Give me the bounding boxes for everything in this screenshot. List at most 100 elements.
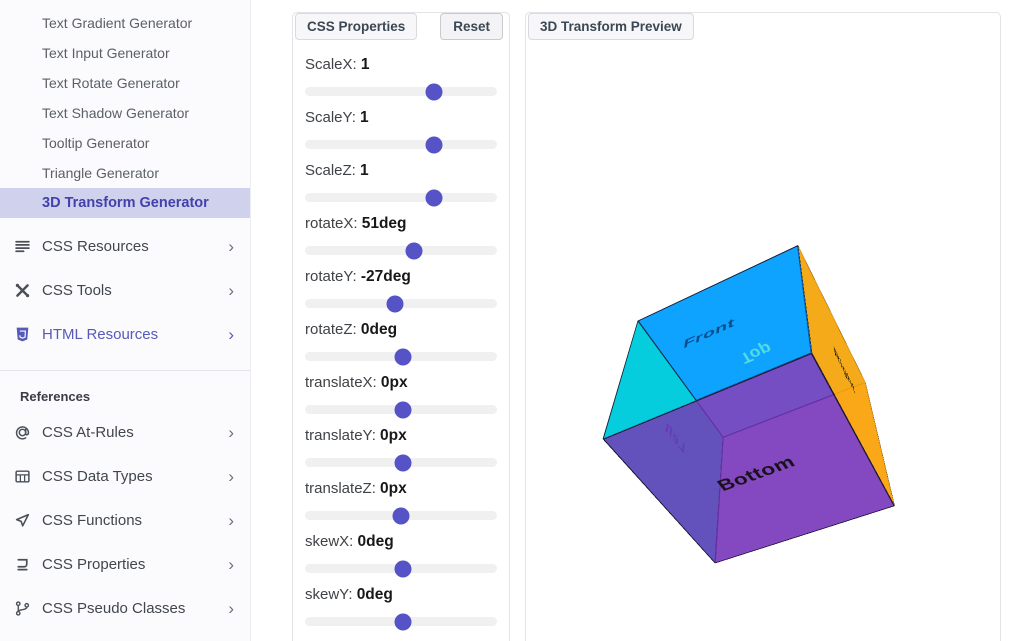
chevron-right-icon: › (228, 554, 234, 574)
slider-rotatey: rotateY: -27deg (305, 267, 497, 312)
sidebar-item-label: CSS Properties (42, 555, 146, 573)
slider-thumb-rotatey[interactable] (386, 295, 404, 312)
sidebar-item-triangle-generator[interactable]: Triangle Generator (42, 165, 159, 181)
slider-thumb-translatez[interactable] (392, 507, 410, 524)
slider-label: skewX: 0deg (305, 533, 394, 550)
sidebar-item-label: CSS Tools (42, 281, 112, 299)
sidebar-item-html-resources[interactable]: HTML Resources › (0, 312, 250, 356)
chevron-right-icon: › (228, 466, 234, 486)
slider-thumb-translatex[interactable] (394, 401, 412, 418)
sidebar-item-css-data-types[interactable]: CSS Data Types › (0, 454, 250, 498)
chevron-right-icon: › (228, 280, 234, 300)
cube-face-label: Top (737, 339, 776, 367)
slider-track-rotatex[interactable] (305, 242, 497, 259)
slider-track-skewx[interactable] (305, 560, 497, 577)
sidebar-item-css-pseudo-classes[interactable]: CSS Pseudo Classes › (0, 586, 250, 630)
slider-value: -27deg (360, 268, 411, 285)
css-properties-title: CSS Properties (295, 13, 418, 40)
slider-thumb-translatey[interactable] (394, 454, 412, 471)
sidebar-item-css-at-rules[interactable]: CSS At-Rules › (0, 410, 250, 454)
lines-icon (14, 238, 40, 255)
cube-face-label: Bottom (713, 451, 799, 495)
slider-value: 0px (380, 427, 407, 444)
sidebar-item-css-resources[interactable]: CSS Resources › (0, 224, 250, 268)
sidebar-references: CSS At-Rules › CSS Data Types › CSS Function… (0, 410, 250, 630)
slider-thumb-scaley[interactable] (425, 136, 443, 153)
slider-label: ScaleZ: 1 (305, 162, 369, 179)
function-icon (14, 512, 40, 529)
sidebar-item-tooltip-generator[interactable]: Tooltip Generator (42, 135, 150, 151)
slider-label: rotateZ: 0deg (305, 321, 398, 338)
chevron-right-icon: › (228, 598, 234, 618)
reset-button[interactable]: Reset (440, 13, 503, 40)
slider-rotatex: rotateX: 51deg (305, 214, 497, 259)
slider-thumb-skewx[interactable] (394, 560, 412, 577)
slider-thumb-rotatez[interactable] (394, 348, 412, 365)
slider-label: translateY: 0px (305, 427, 407, 444)
sidebar-item-text-gradient-generator[interactable]: Text Gradient Generator (42, 15, 193, 31)
chevron-right-icon: › (228, 510, 234, 530)
tools-icon (14, 282, 40, 299)
slider-skewx: skewX: 0deg (305, 532, 497, 577)
slider-track-translatex[interactable] (305, 401, 497, 418)
slider-value: 51deg (361, 215, 407, 232)
sidebar-item-text-shadow-generator[interactable]: Text Shadow Generator (42, 105, 190, 121)
slider-value: 0deg (356, 586, 393, 603)
slider-value: 0deg (360, 321, 398, 338)
slider-scaley: ScaleY: 1 (305, 108, 497, 153)
sidebar-item-css-functions[interactable]: CSS Functions › (0, 498, 250, 542)
slider-rotatez: rotateZ: 0deg (305, 320, 497, 365)
css-properties-panel: CSS Properties Reset ScaleX: 1 ScaleY: 1 S… (292, 12, 510, 641)
sidebar-submenu: Text Gradient Generator Text Input Genera… (0, 0, 250, 188)
sidebar-item-text-rotate-generator[interactable]: Text Rotate Generator (42, 75, 180, 91)
slider-value: 1 (360, 162, 369, 179)
branch-icon (14, 600, 40, 617)
table-icon (14, 468, 40, 485)
cube-scene: BackFrontTopRightLeftBottom (602, 245, 895, 564)
slider-track-scaley[interactable] (305, 136, 497, 153)
slider-thumb-scalex[interactable] (425, 83, 443, 100)
sidebar-item-label: CSS At-Rules (42, 423, 134, 441)
chevron-right-icon: › (228, 236, 234, 256)
slider-thumb-rotatex[interactable] (405, 242, 423, 259)
slider-label: ScaleY: 1 (305, 109, 369, 126)
slider-track-rotatey[interactable] (305, 295, 497, 312)
slider-track-translatez[interactable] (305, 507, 497, 524)
slider-track-scalez[interactable] (305, 189, 497, 206)
brackets-icon (14, 556, 40, 573)
slider-thumb-scalez[interactable] (425, 189, 443, 206)
slider-track-scalex[interactable] (305, 83, 497, 100)
sidebar-item-text-input-generator[interactable]: Text Input Generator (42, 45, 170, 61)
slider-label: skewY: 0deg (305, 586, 393, 603)
slider-value: 0px (380, 374, 408, 391)
slider-label: rotateY: -27deg (305, 268, 411, 285)
slider-value: 1 (360, 109, 369, 126)
sidebar-divider (0, 370, 250, 371)
sidebar-item-label: CSS Functions (42, 511, 143, 529)
sidebar-item-label: CSS Pseudo Classes (42, 599, 186, 617)
slider-value: 0deg (357, 533, 394, 550)
sidebar-sections: CSS Resources › CSS Tools › HTML Resources › (0, 224, 250, 356)
slider-scalex: ScaleX: 1 (305, 55, 497, 100)
slider-label: ScaleX: 1 (305, 56, 370, 73)
chevron-right-icon: › (228, 324, 234, 344)
sidebar-item-css-properties[interactable]: CSS Properties › (0, 542, 250, 586)
preview-title: 3D Transform Preview (528, 13, 694, 40)
slider-translatez: translateZ: 0px (305, 479, 497, 524)
sidebar: Text Gradient Generator Text Input Genera… (0, 0, 251, 641)
at-icon (14, 424, 40, 441)
slider-track-rotatez[interactable] (305, 348, 497, 365)
sidebar-item-css-tools[interactable]: CSS Tools › (0, 268, 250, 312)
sidebar-item-active[interactable]: 3D Transform Generator (0, 188, 250, 218)
preview-panel: 3D Transform Preview BackFrontTopRightLe… (525, 12, 1001, 641)
slider-skewy: skewY: 0deg (305, 585, 497, 630)
slider-value: 1 (360, 56, 370, 73)
cube-face-label: Right (832, 343, 857, 398)
sidebar-item-label: CSS Resources (42, 237, 149, 255)
slider-thumb-skewy[interactable] (394, 613, 412, 630)
slider-translatex: translateX: 0px (305, 373, 497, 418)
slider-scalez: ScaleZ: 1 (305, 161, 497, 206)
slider-track-translatey[interactable] (305, 454, 497, 471)
slider-track-skewy[interactable] (305, 613, 497, 630)
